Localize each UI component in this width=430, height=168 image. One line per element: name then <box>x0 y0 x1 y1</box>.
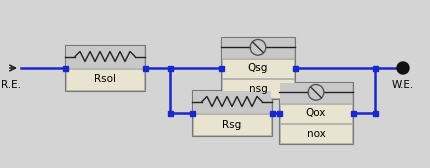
Text: nsg: nsg <box>249 84 267 94</box>
Text: Qox: Qox <box>306 108 326 118</box>
FancyBboxPatch shape <box>65 45 145 91</box>
FancyBboxPatch shape <box>222 79 294 98</box>
Bar <box>350 111 356 116</box>
Bar <box>372 111 378 116</box>
Text: Qsg: Qsg <box>248 63 268 73</box>
Circle shape <box>397 62 409 74</box>
FancyBboxPatch shape <box>279 82 353 144</box>
FancyBboxPatch shape <box>66 69 144 90</box>
Bar <box>372 66 378 71</box>
Bar <box>276 111 282 116</box>
FancyBboxPatch shape <box>222 38 294 58</box>
Text: Rsol: Rsol <box>94 74 116 85</box>
Bar <box>168 111 172 116</box>
Text: nox: nox <box>307 129 326 139</box>
FancyBboxPatch shape <box>193 91 271 113</box>
Bar <box>292 66 298 71</box>
FancyBboxPatch shape <box>192 90 272 136</box>
FancyBboxPatch shape <box>280 124 352 143</box>
Bar <box>218 66 224 71</box>
FancyBboxPatch shape <box>280 104 352 123</box>
FancyBboxPatch shape <box>66 46 144 68</box>
FancyBboxPatch shape <box>193 114 271 135</box>
FancyBboxPatch shape <box>222 59 294 78</box>
FancyBboxPatch shape <box>221 37 295 99</box>
Text: R.E.: R.E. <box>1 80 21 90</box>
Bar <box>270 111 274 116</box>
Bar <box>142 66 147 71</box>
Text: Rsg: Rsg <box>222 119 242 130</box>
Text: W.E.: W.E. <box>392 80 414 90</box>
Bar <box>190 111 194 116</box>
Bar <box>62 66 68 71</box>
FancyBboxPatch shape <box>280 83 352 103</box>
Bar <box>168 66 172 71</box>
